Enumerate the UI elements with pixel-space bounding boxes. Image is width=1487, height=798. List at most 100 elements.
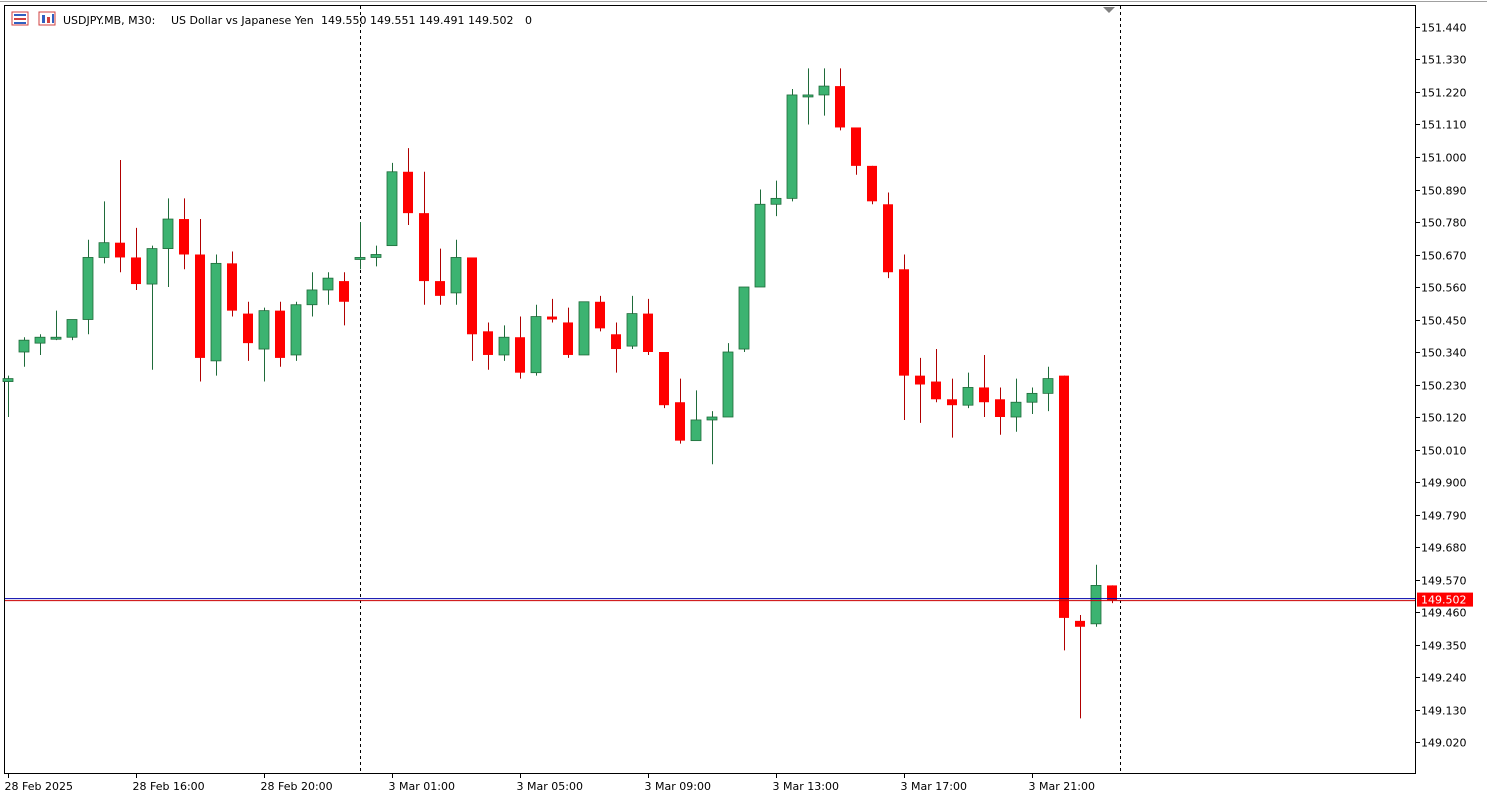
candle-body (403, 171, 413, 214)
candle (1026, 387, 1038, 415)
candle (435, 248, 445, 305)
candle-body (467, 257, 477, 335)
candle-body (979, 387, 989, 403)
candle-body (435, 281, 445, 296)
header-extra: 0 (525, 14, 532, 27)
candle-body (1042, 378, 1054, 394)
candle-body (931, 381, 941, 400)
bars-toggle-icon[interactable] (11, 11, 29, 26)
candle (626, 295, 638, 350)
candle (498, 325, 510, 361)
price-tick-label: 149.570 (1421, 575, 1467, 588)
candle (467, 257, 477, 361)
candle (18, 337, 30, 367)
price-tick-label: 149.680 (1421, 542, 1467, 555)
candle-body (1107, 585, 1117, 601)
candle-body (802, 94, 814, 98)
price-tick-label: 151.000 (1421, 152, 1467, 165)
candle-body (675, 402, 685, 441)
candle-body (1010, 401, 1022, 418)
candle-body (962, 387, 974, 406)
candle (947, 378, 957, 438)
candle (786, 89, 798, 202)
candle (179, 198, 189, 270)
price-tick-label: 150.670 (1421, 250, 1467, 263)
candle (419, 171, 429, 305)
candle-body (899, 269, 909, 376)
candle (275, 301, 285, 367)
candle-body (179, 219, 189, 255)
chart-frame (4, 5, 1416, 774)
price-tick-label: 150.010 (1421, 445, 1467, 458)
candle-body (227, 263, 237, 311)
candle-body (563, 322, 573, 355)
candle (210, 254, 222, 376)
candle-body (530, 316, 542, 374)
price-tick-label: 150.780 (1421, 217, 1467, 230)
symbol-chart-icon[interactable] (38, 11, 56, 26)
candle-body (306, 289, 318, 306)
candle-body (243, 313, 253, 344)
candle (258, 307, 270, 382)
candles (2, 68, 1117, 719)
candle (227, 251, 237, 317)
candle-body (818, 85, 830, 96)
candle (386, 162, 398, 247)
candle-body (339, 281, 349, 302)
candle (450, 239, 462, 305)
candle (899, 254, 909, 420)
candle-body (611, 334, 621, 350)
day-separators (360, 6, 1121, 773)
candle (611, 322, 621, 373)
header-symbol: USDJPY.MB, M30: (63, 14, 155, 27)
candle-body (851, 127, 861, 166)
candle-body (947, 399, 957, 406)
price-tick-label: 150.560 (1421, 282, 1467, 295)
candle (403, 148, 413, 225)
candle-body (146, 248, 158, 285)
candle-body (34, 336, 46, 344)
candle (162, 198, 174, 287)
candle (290, 301, 302, 361)
candle (339, 272, 349, 326)
candle-body (18, 339, 30, 353)
candle-body (115, 242, 125, 258)
price-tick-label: 151.220 (1421, 87, 1467, 100)
candle (82, 239, 94, 335)
candle-body (66, 319, 78, 338)
candle-body (738, 286, 750, 350)
candle (530, 304, 542, 376)
candle-body (322, 277, 334, 291)
candle-body (386, 171, 398, 247)
price-tick-label: 150.230 (1421, 380, 1467, 393)
candle (659, 352, 669, 409)
time-tick-label: 28 Feb 2025 (5, 780, 73, 793)
candle (962, 372, 974, 409)
candle (995, 387, 1005, 435)
current-price-lines: 149.502 (5, 592, 1473, 607)
candle (1090, 564, 1102, 627)
candle (354, 222, 366, 270)
candle (370, 245, 382, 267)
candle (675, 378, 685, 444)
candle-body (258, 310, 270, 350)
candle-body (450, 257, 462, 294)
candle (835, 68, 845, 131)
candle (1010, 378, 1022, 432)
candle-body (370, 254, 382, 258)
chart-shift-marker[interactable] (1103, 7, 1115, 13)
candle-body (419, 213, 429, 282)
candle (706, 411, 718, 465)
price-tick-label: 149.130 (1421, 705, 1467, 718)
candle-body (690, 419, 702, 442)
candle (195, 219, 205, 382)
candle (915, 357, 925, 423)
time-tick-label: 3 Mar 05:00 (517, 780, 583, 793)
candle-body (1059, 375, 1069, 618)
candle (34, 334, 46, 355)
time-tick-label: 28 Feb 20:00 (261, 780, 333, 793)
price-tick-label: 149.350 (1421, 640, 1467, 653)
candle (1075, 614, 1085, 719)
